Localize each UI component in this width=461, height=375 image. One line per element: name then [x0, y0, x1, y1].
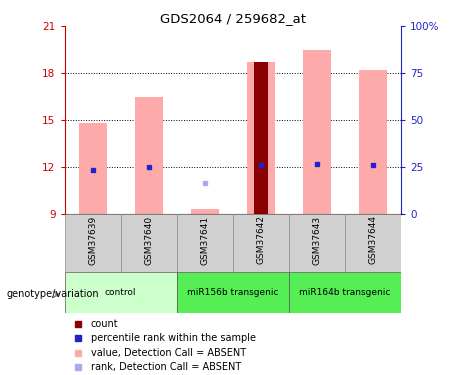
Text: GSM37640: GSM37640	[144, 216, 153, 265]
Text: count: count	[91, 319, 118, 329]
Bar	[254, 62, 268, 214]
Bar	[191, 209, 219, 214]
Bar	[135, 97, 163, 214]
Text: miR164b transgenic: miR164b transgenic	[299, 288, 390, 297]
Text: GSM37644: GSM37644	[368, 216, 378, 264]
Text: genotype/variation: genotype/variation	[7, 290, 100, 299]
Text: GSM37643: GSM37643	[313, 216, 321, 265]
Bar	[289, 272, 401, 313]
Bar	[121, 214, 177, 272]
Bar	[289, 214, 345, 272]
Text: rank, Detection Call = ABSENT: rank, Detection Call = ABSENT	[91, 362, 241, 372]
Text: GSM37641: GSM37641	[200, 216, 209, 265]
Bar	[78, 123, 106, 214]
Bar	[303, 50, 331, 214]
Bar	[247, 62, 275, 214]
Text: GSM37639: GSM37639	[88, 216, 97, 265]
Bar	[177, 272, 289, 313]
Bar	[177, 214, 233, 272]
Title: GDS2064 / 259682_at: GDS2064 / 259682_at	[160, 12, 306, 25]
Text: percentile rank within the sample: percentile rank within the sample	[91, 333, 256, 343]
Bar	[359, 70, 387, 214]
Text: value, Detection Call = ABSENT: value, Detection Call = ABSENT	[91, 348, 246, 358]
Bar	[65, 214, 121, 272]
Bar	[233, 214, 289, 272]
Bar	[65, 272, 177, 313]
Text: GSM37642: GSM37642	[256, 216, 266, 264]
Text: control: control	[105, 288, 136, 297]
Text: miR156b transgenic: miR156b transgenic	[187, 288, 278, 297]
Bar	[345, 214, 401, 272]
